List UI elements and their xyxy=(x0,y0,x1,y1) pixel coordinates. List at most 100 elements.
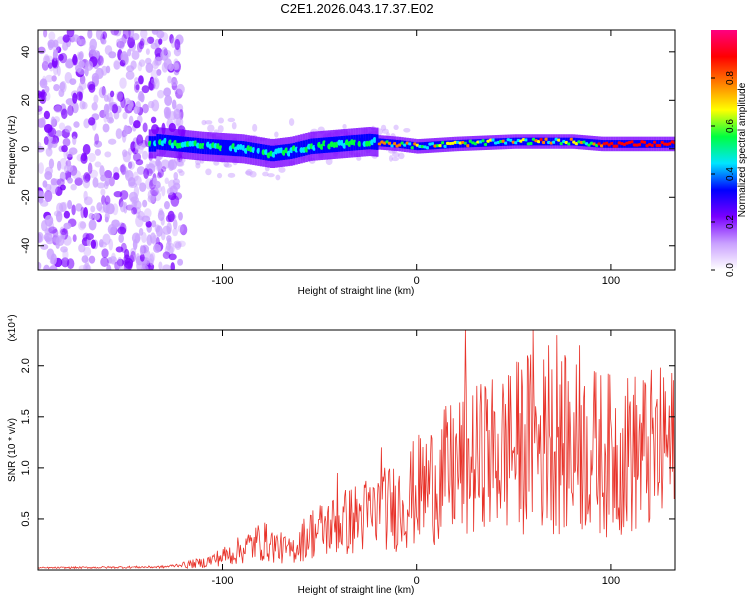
noise-blob xyxy=(62,138,71,147)
noise-blob xyxy=(67,164,74,173)
noise-blob xyxy=(132,33,140,41)
noise-blob xyxy=(131,207,137,215)
noise-blob xyxy=(149,76,155,85)
noise-blob xyxy=(38,105,43,112)
noise-blob xyxy=(156,172,162,179)
halo-blob xyxy=(244,170,252,175)
signal-band-core xyxy=(560,137,563,146)
signal-peak xyxy=(483,142,488,147)
noise-blob xyxy=(135,215,144,228)
signal-band-core xyxy=(522,137,525,146)
noise-blob xyxy=(38,162,44,174)
noise-blob xyxy=(82,178,91,189)
signal-peak xyxy=(556,138,561,142)
noise-blob xyxy=(94,161,102,168)
noise-blob xyxy=(50,253,57,265)
noise-blob xyxy=(138,59,146,67)
signal-band-core xyxy=(441,140,445,149)
noise-blob xyxy=(75,64,82,73)
noise-blob xyxy=(100,256,109,268)
halo-blob xyxy=(342,124,347,129)
noise-blob xyxy=(109,90,115,98)
signal-peak xyxy=(481,139,486,143)
signal-peak xyxy=(377,142,382,146)
noise-blob xyxy=(177,240,186,247)
noise-blob xyxy=(150,116,157,124)
signal-peak xyxy=(319,143,324,150)
noise-blob xyxy=(153,77,160,90)
halo-blob xyxy=(325,157,333,166)
signal-band-core xyxy=(469,139,472,148)
x-tick-label: 100 xyxy=(602,575,620,587)
noise-blob xyxy=(39,200,49,207)
spectrogram-xlabel: Height of straight line (km) xyxy=(298,286,415,297)
noise-blob xyxy=(167,75,172,84)
noise-blob xyxy=(121,54,129,64)
noise-blob xyxy=(151,220,157,228)
noise-blob xyxy=(127,104,133,111)
noise-blob xyxy=(133,81,140,93)
noise-blob xyxy=(94,133,100,145)
noise-blob xyxy=(39,93,47,105)
noise-blob xyxy=(135,101,141,110)
snr-axes: -100 0 100 0.5 1.0 1.5 2.0 xyxy=(20,330,675,587)
noise-blob xyxy=(111,104,119,114)
noise-blob xyxy=(40,243,49,250)
signal-band-core xyxy=(595,139,599,148)
colorbar-tick-label: 0.0 xyxy=(725,263,736,277)
noise-blob xyxy=(119,201,126,213)
noise-blob xyxy=(161,185,166,197)
noise-blob xyxy=(106,116,115,124)
noise-blob xyxy=(60,246,68,253)
noise-blob xyxy=(87,152,96,163)
noise-blob xyxy=(113,190,123,198)
noise-blob xyxy=(109,226,117,235)
noise-blob xyxy=(163,200,170,210)
noise-blob xyxy=(148,160,157,168)
noise-blob xyxy=(98,86,107,99)
noise-blob xyxy=(79,221,87,229)
noise-blob xyxy=(84,60,94,71)
halo-blob xyxy=(195,162,201,169)
y-tick-label: -40 xyxy=(20,238,32,254)
noise-blob xyxy=(63,210,70,219)
signal-peak xyxy=(567,142,572,146)
noise-blob xyxy=(119,77,127,89)
y-tick-label: 40 xyxy=(20,46,32,58)
noise-blob xyxy=(174,38,181,51)
noise-blob xyxy=(158,208,164,216)
signal-band-core xyxy=(396,139,399,148)
noise-blob xyxy=(88,212,94,220)
signal-band-core xyxy=(444,140,447,149)
halo-blob xyxy=(288,118,295,126)
noise-blob xyxy=(45,183,52,192)
signal-band-core xyxy=(570,137,573,146)
noise-blob xyxy=(177,224,184,233)
noise-blob xyxy=(128,161,135,170)
signal-band-core xyxy=(431,141,435,150)
halo-blob xyxy=(205,168,212,176)
noise-blob xyxy=(172,227,178,237)
y-tick-label: 20 xyxy=(20,94,32,106)
noise-blob xyxy=(72,92,78,104)
noise-blob xyxy=(154,184,163,193)
x-tick-label: 100 xyxy=(602,275,620,287)
noise-blob xyxy=(67,177,73,184)
noise-blob xyxy=(119,190,129,200)
noise-blob xyxy=(172,62,180,71)
noise-blob xyxy=(149,253,155,266)
noise-blob xyxy=(83,246,92,257)
noise-blob xyxy=(72,170,81,180)
noise-blob xyxy=(152,177,158,186)
noise-blob xyxy=(72,135,77,146)
noise-blob xyxy=(48,62,53,69)
signal-peak xyxy=(397,143,402,147)
noise-blob xyxy=(49,265,58,270)
noise-blob xyxy=(108,138,117,145)
halo-blob xyxy=(227,172,236,178)
signal-band-core xyxy=(426,141,430,150)
noise-blob xyxy=(43,136,49,146)
signal-peak xyxy=(509,138,514,142)
noise-blob xyxy=(65,60,74,69)
noise-blob xyxy=(74,177,83,186)
